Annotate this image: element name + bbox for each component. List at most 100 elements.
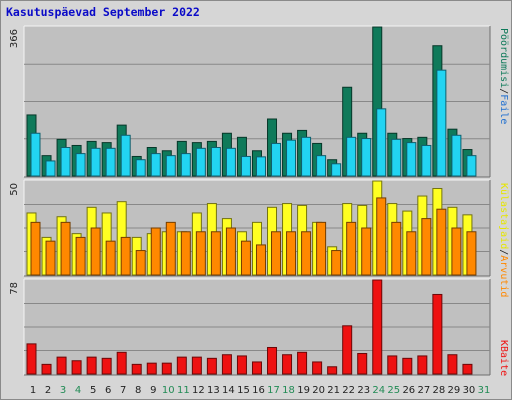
bar-2-2-day-14	[225, 227, 236, 276]
bar-2-2-day-23	[361, 227, 372, 276]
bar-body	[331, 250, 342, 276]
bar-body	[150, 227, 161, 276]
bar-body	[406, 142, 417, 177]
bar-body	[357, 353, 368, 375]
bar-3-1-day-27	[417, 355, 428, 375]
bar-1-2-day-13	[210, 147, 221, 177]
x-tick-label: 20	[312, 385, 325, 396]
bar-body	[45, 160, 56, 177]
legend-panel-3: KBaite	[498, 340, 509, 376]
bar-1-2-day-22	[346, 136, 357, 177]
x-tick-label: 24	[372, 385, 385, 396]
bar-body	[391, 138, 402, 177]
bar-1-2-day-30	[466, 155, 477, 177]
bar-2-2-day-22	[346, 221, 357, 276]
legend-pages: Pöördumisi	[498, 28, 509, 88]
bar-body	[221, 354, 232, 375]
bar-body	[30, 221, 41, 276]
bar-2-2-day-11	[180, 231, 191, 276]
y-max-label: 50	[9, 183, 20, 196]
bar-2-2-day-20	[316, 221, 327, 276]
bar-body	[282, 354, 293, 375]
bar-body	[331, 163, 342, 177]
bar-body	[342, 325, 353, 375]
bar-body	[146, 362, 157, 375]
x-tick-label: 3	[60, 385, 66, 396]
x-tick-label: 11	[177, 385, 190, 396]
bar-1-2-day-20	[316, 155, 327, 177]
bar-body	[387, 355, 398, 375]
bar-2-2-day-29	[451, 227, 462, 276]
x-tick-label: 5	[90, 385, 96, 396]
x-tick-label: 19	[297, 385, 310, 396]
bar-2-2-day-27	[421, 218, 432, 276]
bar-body	[176, 356, 187, 375]
bar-3-1-day-9	[146, 362, 157, 375]
bar-3-1-day-7	[116, 351, 127, 375]
bar-body	[297, 351, 308, 375]
bar-body	[30, 132, 41, 177]
bar-2-2-day-12	[195, 231, 206, 276]
bar-1-2-day-6	[105, 147, 116, 177]
bar-body	[286, 139, 297, 177]
bar-2-2-day-28	[436, 208, 447, 276]
bar-1-2-day-10	[165, 155, 176, 177]
bar-body	[90, 227, 101, 276]
bar-body	[421, 144, 432, 177]
bar-3-1-day-20	[312, 361, 323, 375]
bar-body	[41, 363, 52, 375]
x-tick-label: 7	[120, 385, 126, 396]
bar-2-2-day-17	[271, 231, 282, 276]
bar-2-2-day-3	[60, 221, 71, 276]
bar-1-2-day-28	[436, 69, 447, 177]
bar-body	[191, 356, 202, 375]
bar-body	[105, 147, 116, 177]
bar-body	[120, 236, 131, 276]
bar-1-2-day-7	[120, 134, 131, 177]
bar-3-1-day-18	[282, 354, 293, 375]
bar-2-2-day-9	[150, 227, 161, 276]
y-max-label: 78	[9, 282, 20, 295]
bar-2-2-day-7	[120, 236, 131, 276]
bar-body	[150, 153, 161, 177]
legend-files: Faile	[498, 94, 509, 124]
bar-body	[45, 240, 56, 276]
x-tick-label: 2	[45, 385, 51, 396]
x-tick-label: 13	[207, 385, 220, 396]
bar-body	[131, 363, 142, 375]
bar-3-1-day-19	[297, 351, 308, 375]
bar-3-1-day-11	[176, 356, 187, 375]
legend-panel-2: Külastajaid/Arvutid	[498, 183, 509, 297]
bar-body	[60, 221, 71, 276]
bar-2-2-day-19	[301, 231, 312, 276]
bar-body	[316, 221, 327, 276]
bar-body	[60, 147, 71, 177]
bar-body	[165, 155, 176, 177]
bar-body	[406, 231, 417, 276]
x-tick-label: 9	[150, 385, 156, 396]
bar-3-1-day-10	[161, 362, 172, 375]
bar-3-1-day-3	[56, 356, 67, 375]
bar-3-1-day-16	[251, 361, 262, 375]
bar-body	[135, 250, 146, 276]
bar-2-2-day-13	[210, 231, 221, 276]
bar-body	[210, 147, 221, 177]
bar-body	[436, 69, 447, 177]
bar-2-2-day-10	[165, 221, 176, 276]
bar-body	[361, 138, 372, 177]
bar-body	[462, 363, 473, 375]
bar-body	[180, 153, 191, 177]
x-tick-label: 17	[267, 385, 280, 396]
chart-panel-1: 366	[9, 25, 491, 178]
bar-1-2-day-19	[301, 136, 312, 177]
bar-2-2-day-1	[30, 221, 41, 276]
bar-3-1-day-14	[221, 354, 232, 375]
bar-1-2-day-1	[30, 132, 41, 177]
bar-1-2-day-4	[75, 153, 86, 177]
bar-body	[372, 279, 383, 375]
x-tick-label: 23	[357, 385, 370, 396]
bar-body	[71, 360, 82, 375]
bar-3-1-day-21	[327, 366, 338, 375]
bar-body	[417, 355, 428, 375]
